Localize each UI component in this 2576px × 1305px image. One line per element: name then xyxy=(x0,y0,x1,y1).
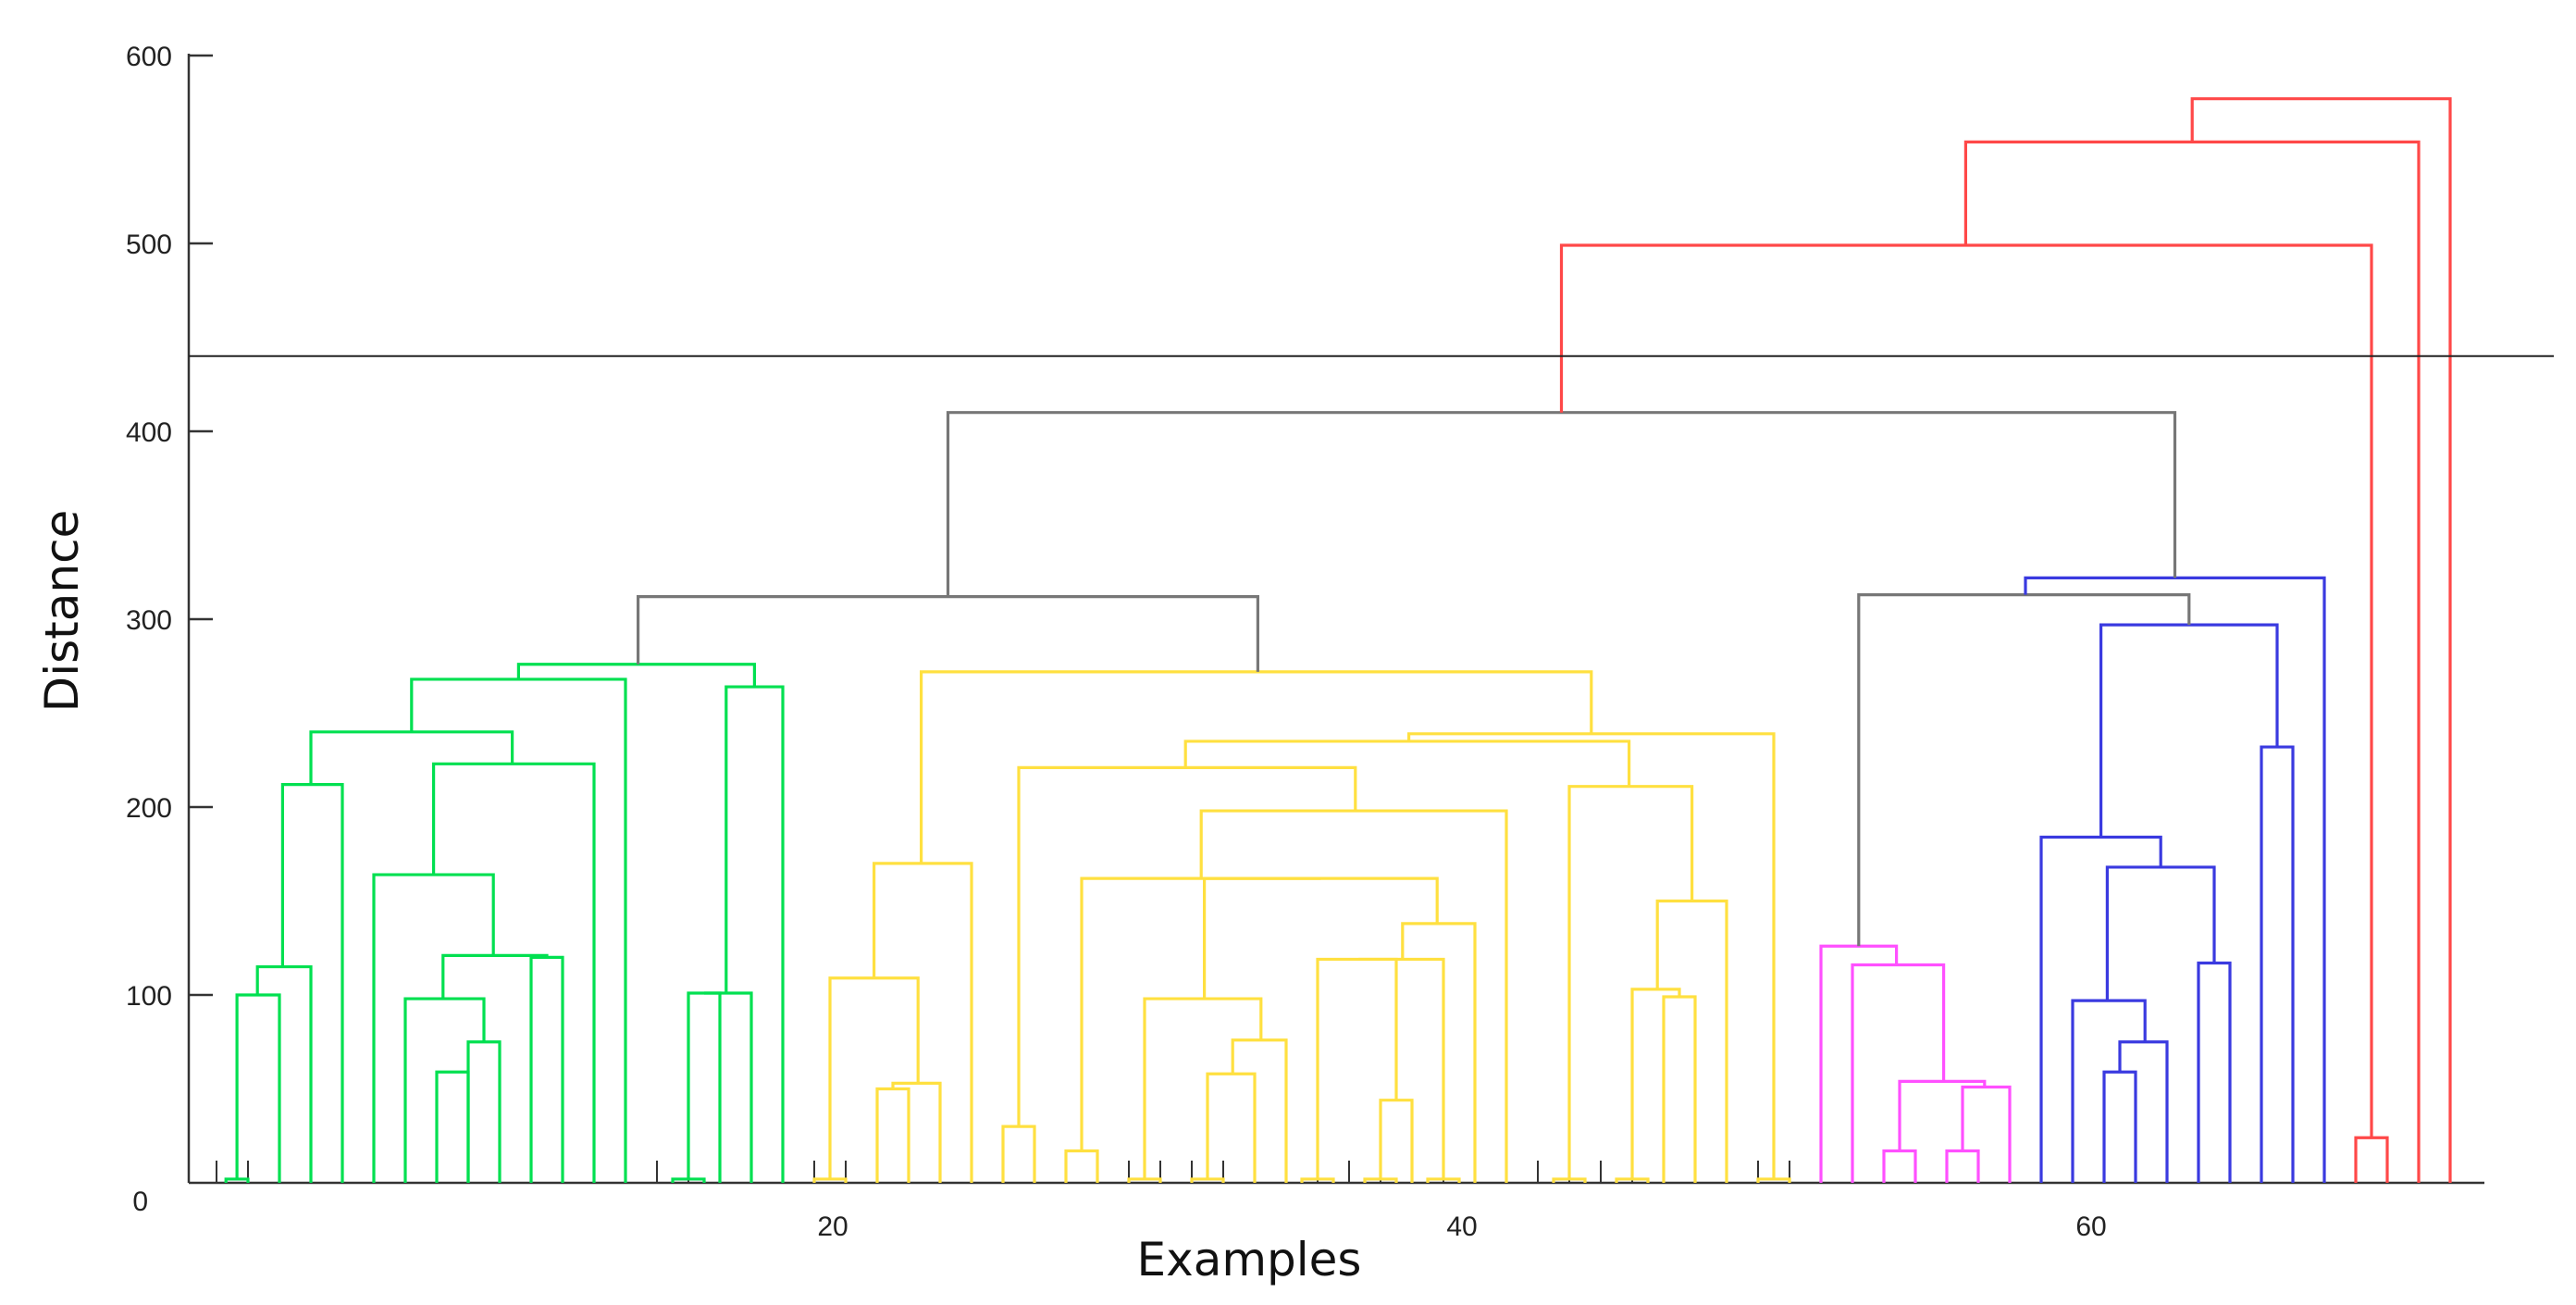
dendrogram-link xyxy=(873,862,973,1183)
dendrogram-link xyxy=(403,997,486,1183)
dendrogram-link xyxy=(1401,922,1477,1183)
dendrogram-link xyxy=(2260,745,2295,1183)
dendrogram-link xyxy=(1882,1149,1917,1183)
dendrogram-link xyxy=(516,663,756,688)
y-tick-label: 300 xyxy=(126,605,172,636)
dendrogram-link xyxy=(1655,899,1728,1183)
dendrogram-link xyxy=(1358,957,1445,1179)
dendrogram-link xyxy=(2190,97,2452,1183)
dendrogram-link xyxy=(2039,835,2162,1183)
dendrogram-link xyxy=(1819,944,1899,1183)
dendrogram-link xyxy=(1630,988,1681,1179)
dendrogram-link xyxy=(529,955,564,1183)
y-tick-label: 400 xyxy=(126,417,172,448)
dendrogram-link xyxy=(1206,1072,1257,1183)
dendrogram-link xyxy=(2118,1040,2169,1183)
y-axis-ticks: 0 100 200 300 400 500 600 xyxy=(126,42,213,1217)
dendrogram-link xyxy=(441,953,549,1000)
x-axis-title: Examples xyxy=(1137,1233,1362,1286)
dendrogram-link xyxy=(875,1087,910,1183)
dendrogram-links xyxy=(224,97,2452,1183)
dendrogram-link xyxy=(1945,1149,1980,1183)
dendrogram-link xyxy=(372,873,495,1183)
dendrogram-link xyxy=(2024,576,2326,1183)
y-axis-title: Distance xyxy=(35,510,89,713)
y-tick-label: 0 xyxy=(132,1187,148,1217)
dendrogram-link xyxy=(2099,623,2279,838)
y-tick-label: 600 xyxy=(126,42,172,72)
dendrogram-link xyxy=(1001,1125,1036,1183)
dendrogram-link xyxy=(1183,740,1631,787)
dendrogram-link xyxy=(1407,732,1776,1179)
x-tick-label: 40 xyxy=(1446,1212,1477,1242)
dendrogram-link xyxy=(946,411,2177,597)
dendrogram-link xyxy=(280,783,344,1183)
dendrogram-link xyxy=(724,685,785,1183)
dendrogram-link xyxy=(1316,957,1398,1179)
dendrogram-link xyxy=(1017,765,1357,1127)
dendrogram-link xyxy=(2102,1070,2137,1183)
dendrogram-link xyxy=(1662,995,1697,1183)
dendrogram-link xyxy=(704,991,753,1183)
dendrogram-link xyxy=(435,1070,470,1183)
dendrogram-link xyxy=(432,762,596,1183)
dendrogram-link xyxy=(828,976,920,1179)
dendrogram-link xyxy=(1080,876,1321,1151)
dendrogram-link xyxy=(1961,1085,2012,1183)
dendrogram-link xyxy=(235,993,281,1183)
dendrogram-link xyxy=(1963,140,2421,1183)
dendrogram-link xyxy=(637,595,1259,672)
dendrogram-link xyxy=(1857,593,2191,947)
dendrogram-link xyxy=(1379,1099,1414,1183)
dendrogram-link xyxy=(687,991,722,1183)
dendrogram-link xyxy=(1064,1149,1099,1183)
y-tick-label: 100 xyxy=(126,981,172,1012)
y-tick-label: 500 xyxy=(126,230,172,260)
dendrogram-link xyxy=(309,730,514,785)
dendrogram-link xyxy=(1143,997,1263,1179)
x-axis-ticks: 20 40 60 xyxy=(817,1212,2106,1242)
dendrogram-link xyxy=(891,1081,942,1183)
dendrogram-link xyxy=(1898,1079,1987,1151)
dendrogram-link xyxy=(2197,961,2232,1183)
dendrogram-link xyxy=(1559,243,2373,1138)
dendrogram-link xyxy=(1567,785,1694,1179)
x-tick-label: 60 xyxy=(2075,1212,2106,1242)
dendrogram-link xyxy=(255,964,313,1183)
dendrogram-link xyxy=(2071,999,2147,1183)
dendrogram-link xyxy=(2354,1136,2389,1183)
dendrogram-link xyxy=(1851,963,1946,1183)
dendrogram-link xyxy=(920,670,1593,864)
y-tick-label: 200 xyxy=(126,793,172,824)
dendrogram-link xyxy=(1199,809,1508,1183)
dendrogram-link xyxy=(466,1040,502,1183)
x-tick-label: 20 xyxy=(817,1212,848,1242)
dendrogram-link xyxy=(1231,1038,1288,1183)
